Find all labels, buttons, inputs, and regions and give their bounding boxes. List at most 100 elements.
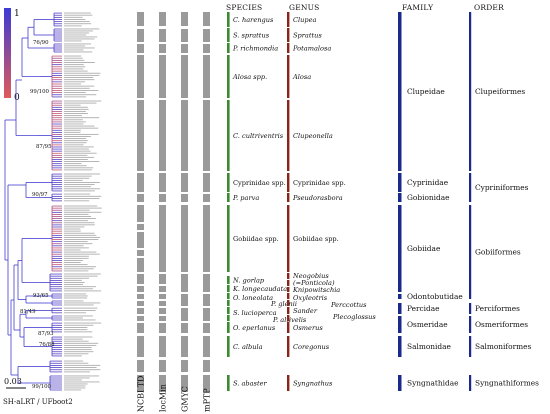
tip-label-mark (64, 96, 86, 98)
tip-label-mark (64, 182, 100, 183)
tip-label-mark (64, 249, 81, 251)
genus-label: Plecoglossus (332, 313, 376, 321)
tip-label-mark (64, 49, 84, 51)
genus-bar (287, 43, 290, 53)
tip-label-mark (64, 83, 82, 85)
genus-bar (287, 55, 290, 98)
species-bar (227, 276, 230, 284)
tip-label-mark (64, 156, 95, 158)
tip-label-mark (64, 108, 89, 110)
order-column: Clupeiformes Cypriniformes Gobiiformes Perc… (469, 12, 539, 391)
method-bar-segment (137, 29, 144, 42)
tip-label-mark (64, 45, 86, 47)
family-label: Clupeidae (407, 87, 445, 96)
tip-label-mark (64, 236, 100, 238)
genus-bar (287, 193, 290, 202)
species-bar (227, 100, 230, 171)
order-label: Syngnathiformes (475, 379, 539, 388)
support-values-caption: SH-aLRT / UFboot2 (3, 398, 73, 406)
tip-label-mark (64, 200, 90, 202)
method-bar-segment (159, 294, 166, 299)
method-bar-segment (137, 44, 144, 53)
method-bar-segment (159, 274, 166, 284)
method-bar-segment (181, 194, 188, 202)
species-column: C. harengus S. sprattus P. richmondia Alosa… (227, 12, 307, 391)
method-bar-segment (203, 375, 210, 392)
method-bar-segment (181, 173, 188, 192)
genus-bar (287, 100, 290, 171)
tip-label-mark (64, 186, 91, 188)
method-bar-segment (137, 301, 144, 306)
method-bar-segment (137, 323, 144, 333)
family-header: FAMILY (402, 3, 434, 12)
tip-label-mark (64, 150, 91, 152)
genus-bar (287, 280, 290, 286)
species-bar (227, 12, 230, 27)
order-label: Gobiiformes (475, 248, 521, 257)
method-bar-segment (203, 205, 210, 272)
method-bar-segment (159, 323, 166, 333)
tip-label-mark (64, 190, 95, 192)
method-bar-segment (159, 308, 166, 314)
tip-label-mark (64, 16, 83, 18)
tip-label-mark (64, 79, 95, 81)
tip-label-mark (64, 377, 90, 379)
node-support-label: 93/65 (33, 293, 49, 299)
tip-label-mark (64, 179, 83, 181)
method-bar-segment (137, 360, 144, 372)
node-support-label: 87/93 (38, 331, 54, 337)
tip-label-mark (64, 218, 96, 220)
method-bar-segment (137, 55, 144, 98)
tip-label-mark (64, 224, 95, 226)
species-bar (227, 285, 230, 292)
genus-label: Perccottus (330, 301, 367, 309)
species-label: P. altivelis (272, 316, 307, 324)
method-bar-segment (203, 336, 210, 357)
tip-label-mark (64, 253, 100, 255)
order-bar (469, 316, 472, 333)
family-bar (398, 205, 402, 292)
tip-label-mark (64, 163, 82, 165)
tip-label-mark (64, 64, 84, 66)
tip-label-mark (64, 77, 94, 78)
tip-label-mark (64, 136, 91, 137)
tip-label-mark (64, 257, 89, 259)
node-support-label: 90/97 (32, 192, 48, 198)
method-label: NCBI TD (137, 376, 146, 412)
family-label: Gobionidae (407, 193, 450, 202)
genus-column: Clupea Sprattus Potamalosa Alosa Clupeonella… (287, 12, 376, 391)
tip-label-mark (64, 364, 101, 366)
method-bar-segment (137, 258, 144, 272)
tip-label-mark (64, 195, 102, 197)
genus-bar (287, 12, 290, 27)
tip-label-mark (64, 264, 88, 266)
tip-label-mark (64, 140, 88, 142)
tip-label-mark (64, 25, 82, 27)
method-bar-segment (181, 55, 188, 98)
tip-label-mark (64, 220, 89, 222)
tip-label-mark (64, 247, 89, 249)
tip-label-mark (64, 131, 81, 133)
family-label: Percidae (407, 304, 440, 313)
species-bar (227, 43, 230, 53)
tip-label-mark (64, 81, 85, 83)
genus-bar (287, 307, 290, 314)
tip-label-mark (64, 349, 92, 351)
tip-label-mark (64, 387, 86, 389)
method-bar-segment (181, 308, 188, 321)
family-bar (398, 303, 402, 314)
tip-label-mark (64, 115, 82, 117)
genus-header: GENUS (289, 3, 320, 12)
genus-label: Sander (293, 307, 318, 315)
tip-label-mark (64, 270, 89, 272)
tip-label-mark (64, 268, 94, 270)
genus-label: Pseudorasbora (292, 194, 343, 202)
species-bar (227, 28, 230, 42)
tip-label-mark (64, 40, 82, 42)
tip-label-mark (64, 169, 92, 171)
tip-label-mark (64, 369, 101, 371)
genus-label: Alosa (292, 73, 311, 81)
species-label: S. sprattus (233, 31, 270, 39)
method-bar-segment (203, 323, 210, 333)
